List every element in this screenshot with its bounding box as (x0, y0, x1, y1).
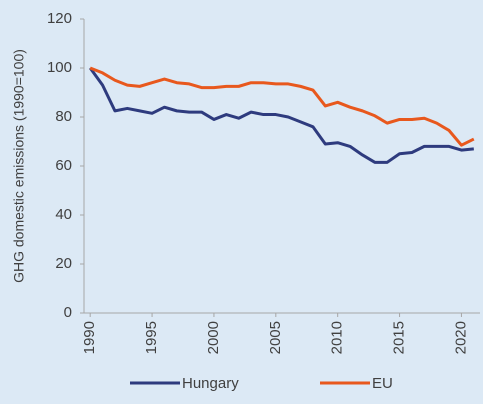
x-tick-label: 2020 (452, 321, 469, 354)
legend-label: Hungary (182, 375, 239, 392)
y-tick-label: 60 (55, 157, 72, 174)
y-tick-label: 20 (55, 255, 72, 272)
x-tick-label: 2005 (267, 321, 284, 354)
x-tick-label: 2010 (329, 321, 346, 354)
x-tick-label: 1995 (143, 321, 160, 354)
y-tick-label: 80 (55, 108, 72, 125)
legend-label: EU (372, 375, 393, 392)
x-tick-label: 2000 (205, 321, 222, 354)
y-tick-label: 120 (47, 10, 72, 27)
line-series (88, 67, 474, 164)
y-axis-title: GHG domestic emissions (1990=100) (11, 49, 27, 283)
x-tick-label: 1990 (81, 321, 98, 354)
x-tick-label: 2015 (391, 321, 408, 354)
line-series (89, 66, 475, 147)
y-tick-label: 40 (55, 206, 72, 223)
y-tick-label: 0 (64, 304, 72, 321)
y-tick-label: 100 (47, 59, 72, 76)
